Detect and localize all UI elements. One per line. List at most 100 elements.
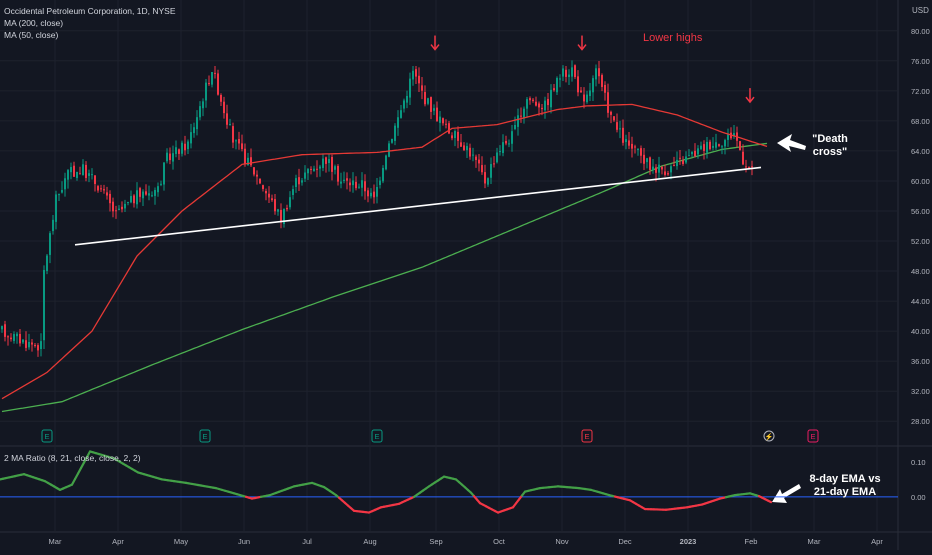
candle-body [700,146,702,150]
candle-body [106,192,108,195]
candle-body [721,146,723,147]
candle-body [250,157,252,165]
candle-body [355,182,357,188]
currency-label: USD [912,6,929,15]
price-tick-label: 68.00 [911,117,930,126]
candle-body [592,78,594,92]
candle-body [634,146,636,147]
candle-body [550,90,552,107]
candle-body [679,158,681,159]
candle-body [415,69,417,76]
earnings-letter: E [374,432,379,441]
candle-body [646,158,648,162]
candle-body [70,167,72,172]
candle-body [379,181,381,185]
candle-body [667,173,669,174]
price-tick-label: 28.00 [911,417,930,426]
candle-body [430,97,432,112]
candle-body [559,78,561,79]
oscillator-tick-label: 0.00 [911,493,926,502]
candle-body [76,172,78,178]
candle-body [655,167,657,172]
candle-body [583,95,585,102]
candle-body [661,167,663,170]
candle-body [73,166,75,177]
candle-body [241,143,243,149]
candle-body [4,324,6,337]
candle-body [337,166,339,182]
time-tick-label: Jun [238,537,250,546]
candle-body [511,131,513,144]
candle-body [46,256,48,271]
candle-body [472,155,474,156]
candle-body [460,142,462,146]
candle-body [697,148,699,154]
candle-body [202,101,204,108]
dividend-glyph: ⚡ [765,432,774,441]
earnings-letter: E [44,432,49,441]
candle-body [328,159,330,163]
candle-body [313,169,315,172]
candle-body [451,135,453,138]
candle-body [637,149,639,150]
ma200-legend: MA (200, close) [4,18,63,28]
candle-body [547,99,549,105]
candle-body [127,202,129,203]
candle-body [739,141,741,150]
candle-body [331,157,333,172]
candle-body [670,166,672,172]
time-tick-label: Jul [302,537,312,546]
candle-body [160,184,162,185]
candle-body [139,188,141,197]
candle-body [466,146,468,150]
candle-body [358,187,360,188]
candle-body [208,83,210,84]
candle-body [262,185,264,189]
price-tick-label: 52.00 [911,237,930,246]
lower-highs-annotation: Lower highs [643,32,702,44]
candle-body [508,143,510,144]
candle-body [565,70,567,77]
candle-body [595,68,597,79]
time-tick-label: Sep [429,537,442,546]
candle-body [640,148,642,156]
candle-body [220,95,222,102]
candle-body [40,341,42,349]
candle-body [391,139,393,143]
candle-body [514,125,516,129]
candle-body [367,190,369,196]
candle-body [418,76,420,84]
candle-body [82,164,84,175]
candle-body [727,135,729,140]
candle-body [79,173,81,174]
earnings-letter: E [810,432,815,441]
candle-body [289,197,291,207]
candle-body [352,180,354,185]
candle-body [166,153,168,162]
candle-body [43,270,45,340]
candle-body [100,188,102,189]
candle-body [364,181,366,191]
candle-body [652,167,654,170]
candle-body [349,183,351,186]
candle-body [409,79,411,98]
candle-body [286,208,288,209]
candle-body [187,142,189,150]
candle-body [742,152,744,165]
candle-body [136,190,138,204]
candle-body [145,191,147,194]
oscillator-segment [768,501,771,502]
candle-body [190,132,192,143]
candle-body [253,167,255,174]
candle-body [718,144,720,146]
candle-body [751,166,753,167]
candle-body [577,76,579,92]
candle-body [487,178,489,184]
candle-body [370,193,372,196]
candle-body [52,220,54,231]
candle-body [601,75,603,87]
candle-body [373,192,375,198]
candle-body [412,71,414,80]
